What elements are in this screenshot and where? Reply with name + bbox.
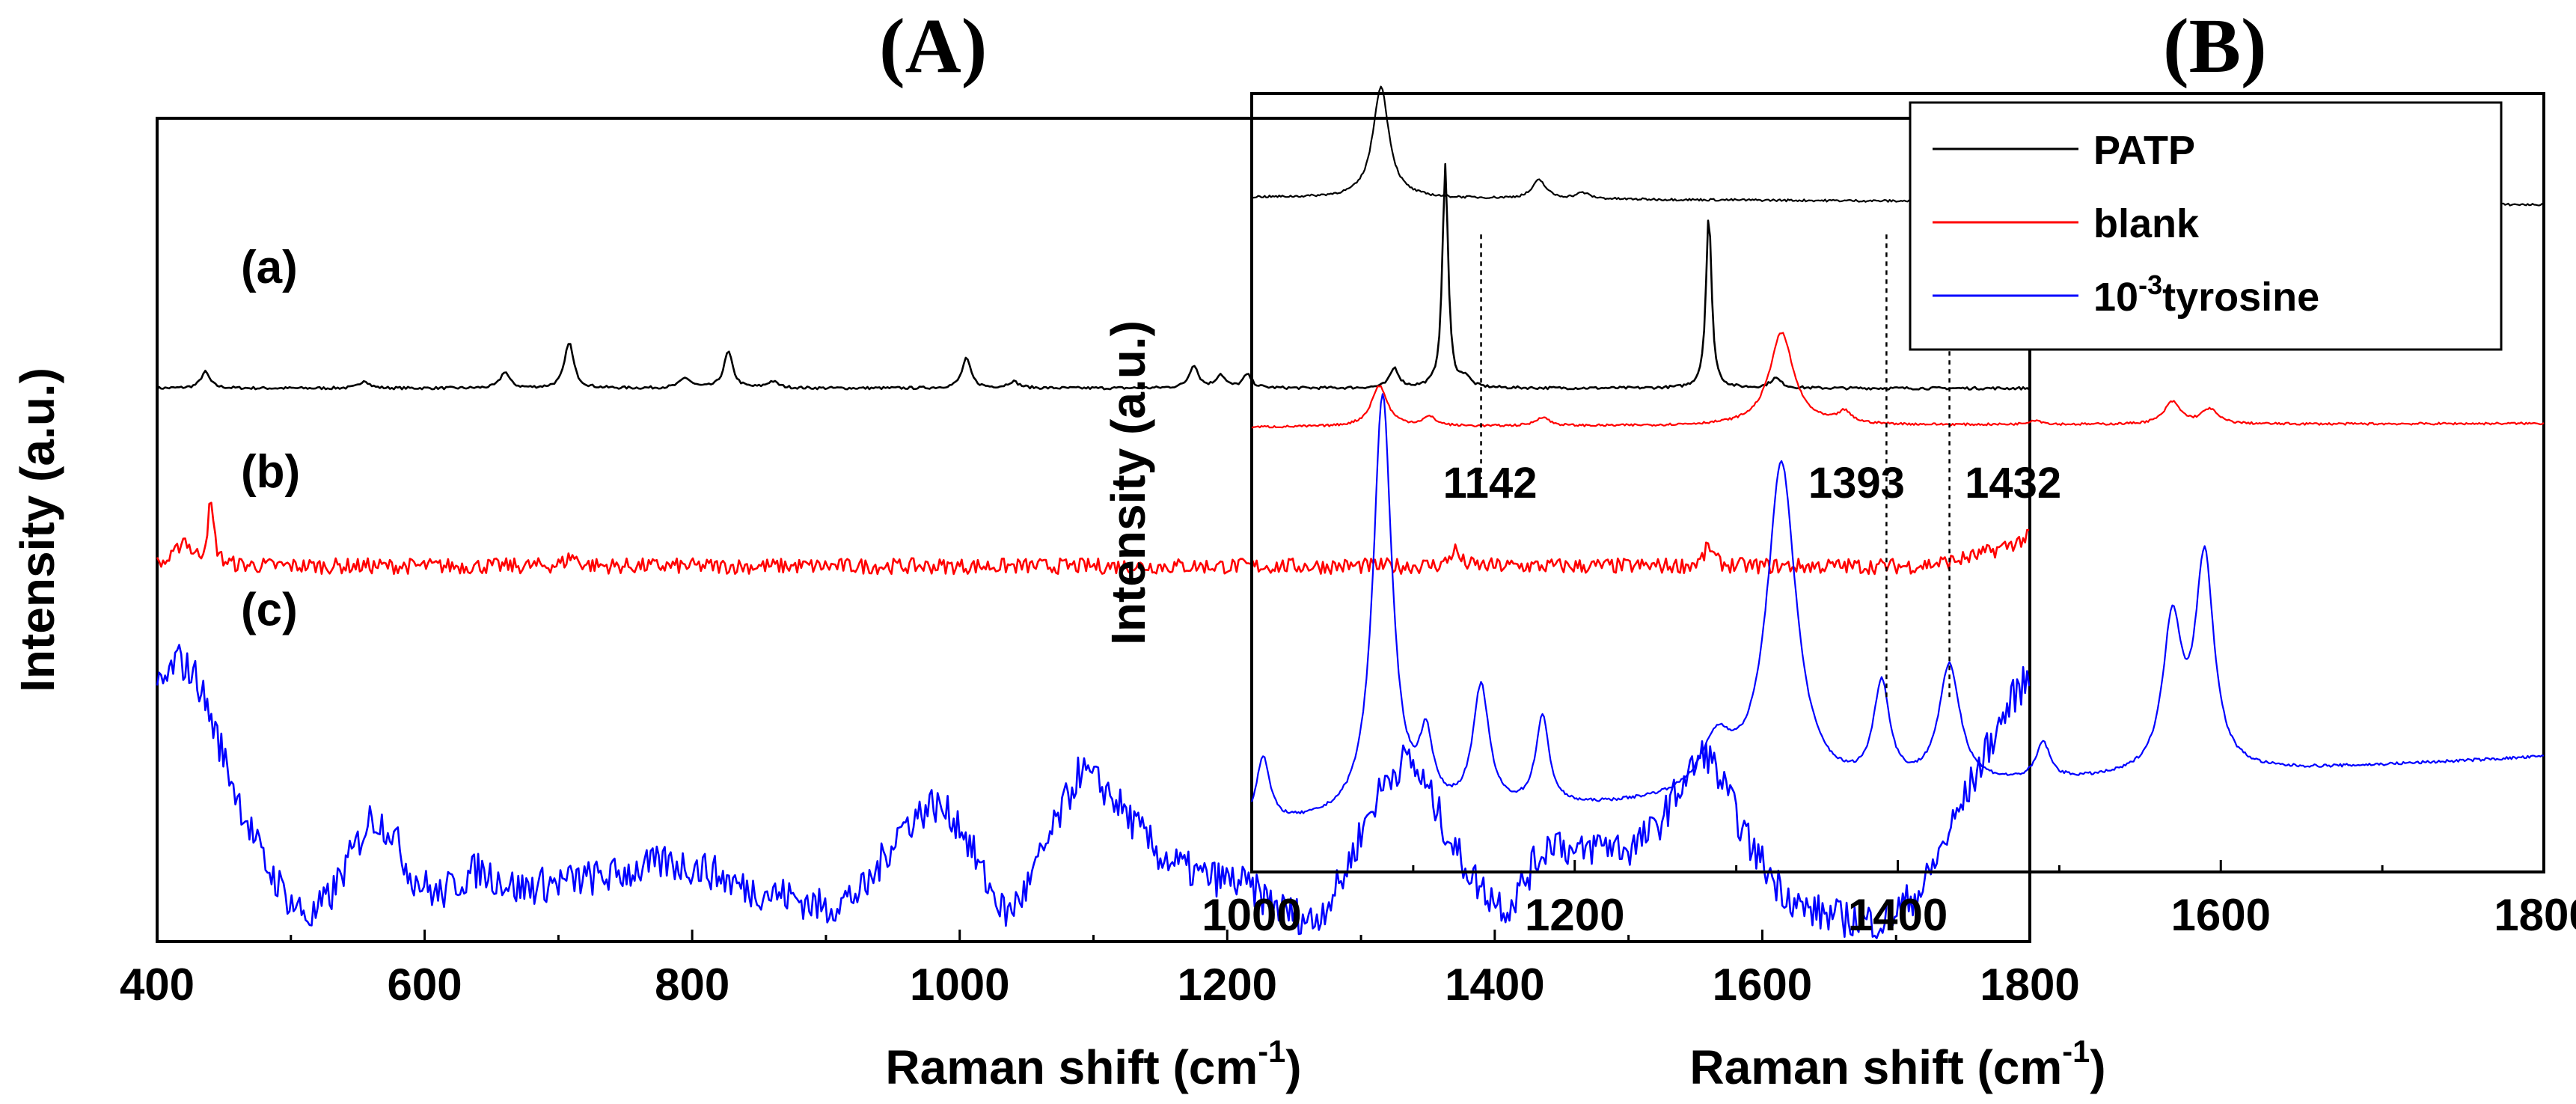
series-label-c: (c): [241, 585, 298, 636]
legend-label: PATP: [2093, 128, 2195, 173]
x-tick-label: 1200: [1178, 960, 1277, 1010]
peak-label-1432: 1432: [1965, 459, 2061, 507]
x-tick-label: 1000: [1202, 890, 1301, 940]
series-label-a: (a): [241, 242, 298, 293]
legend-label: 10-3tyrosine: [2093, 269, 2319, 320]
peak-label-1142: 1142: [1443, 459, 1538, 507]
x-tick-label: 1600: [2171, 890, 2271, 940]
y-axis-label: Intensity (a.u.): [1101, 320, 1155, 645]
x-tick-label: 1800: [1980, 960, 2079, 1010]
panel-a-title: (A): [879, 3, 988, 89]
chart-B: 1000 1200 1400 1600 1800 Raman shift (cm-1) In…: [1101, 85, 2576, 1094]
chart-A: 400 600 800 1000 1200 1400 1600 1800 Raman shift…: [10, 117, 2080, 1094]
legend-label: blank: [2093, 201, 2200, 246]
peak-label-1393: 1393: [1808, 459, 1905, 507]
x-tick-label: 1800: [2494, 890, 2576, 940]
series-line-10-3-tyrosine: [1250, 393, 2545, 814]
x-tick-label: 400: [120, 960, 195, 1010]
series-line-b: [156, 501, 2030, 576]
legend-box: [1909, 101, 2503, 351]
x-axis-label: Raman shift (cm-1): [1689, 1034, 2105, 1094]
series-line-a: [156, 162, 2030, 391]
x-tick-label: 1200: [1525, 890, 1624, 940]
x-axis-label: Raman shift (cm-1): [885, 1034, 1301, 1094]
x-tick-label: 1600: [1713, 960, 1812, 1010]
series-label-b: (b): [241, 446, 300, 498]
series-line-blank: [1251, 332, 2545, 429]
x-tick-label: 1400: [1445, 960, 1544, 1010]
x-tick-label: 800: [655, 960, 729, 1010]
panel-b-title: (B): [2163, 3, 2267, 89]
legend: PATP blank 10-3tyrosine: [1909, 101, 2503, 351]
y-axis-label: Intensity (a.u.): [10, 368, 64, 692]
plot-frame-A: [156, 117, 2031, 943]
series-line-c: [156, 644, 2031, 939]
x-tick-label: 600: [388, 960, 462, 1010]
x-tick-label: 1400: [1848, 890, 1948, 940]
x-tick-label: 1000: [910, 960, 1009, 1010]
